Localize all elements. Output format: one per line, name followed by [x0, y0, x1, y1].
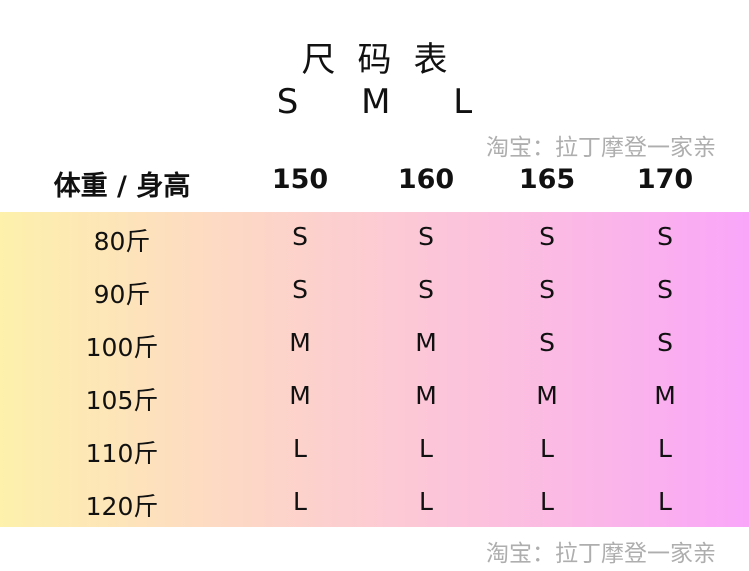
size-cell: S — [292, 275, 308, 304]
table-row: 100斤 M M S S — [0, 318, 749, 371]
size-cell: L — [419, 434, 433, 463]
table-row: 90斤 S S S S — [0, 265, 749, 318]
size-cell: L — [419, 487, 433, 516]
size-cell: S — [657, 222, 673, 251]
column-header: 体重 / 身高 — [53, 171, 191, 202]
size-cell: M — [415, 381, 437, 410]
size-cell: L — [540, 487, 554, 516]
size-cell: S — [657, 275, 673, 304]
column-header: 160 — [397, 164, 455, 195]
weight-cell: 120斤 — [85, 492, 159, 521]
size-cell: L — [658, 487, 672, 516]
table-row: 105斤 M M M M — [0, 371, 749, 424]
size-cell: L — [293, 434, 307, 463]
column-header: 150 — [271, 164, 329, 195]
size-cell: S — [539, 275, 555, 304]
weight-cell: 110斤 — [85, 439, 159, 468]
size-cell: M — [289, 328, 311, 357]
size-cell: S — [292, 222, 308, 251]
size-cell: L — [658, 434, 672, 463]
table-body-background — [0, 212, 749, 527]
size-cell: M — [536, 381, 558, 410]
weight-cell: 90斤 — [93, 280, 151, 309]
weight-cell: 100斤 — [85, 333, 159, 362]
page-title: 尺码表 — [301, 40, 470, 80]
size-cell: S — [657, 328, 673, 357]
weight-cell: 80斤 — [93, 227, 151, 256]
size-list: S M L — [276, 82, 499, 122]
size-cell: M — [654, 381, 676, 410]
size-cell: L — [293, 487, 307, 516]
size-cell: S — [539, 222, 555, 251]
table-row: 110斤 L L L L — [0, 424, 749, 477]
weight-cell: 105斤 — [85, 386, 159, 415]
size-cell: M — [415, 328, 437, 357]
watermark: 淘宝：拉丁摩登一家亲 — [486, 541, 716, 567]
column-header: 165 — [518, 164, 576, 195]
size-cell: S — [418, 222, 434, 251]
watermark: 淘宝：拉丁摩登一家亲 — [486, 135, 716, 161]
table-row: 80斤 S S S S — [0, 212, 749, 265]
size-cell: S — [539, 328, 555, 357]
table-row: 120斤 L L L L — [0, 477, 749, 530]
size-cell: L — [540, 434, 554, 463]
column-header: 170 — [636, 164, 694, 195]
size-cell: M — [289, 381, 311, 410]
size-cell: S — [418, 275, 434, 304]
